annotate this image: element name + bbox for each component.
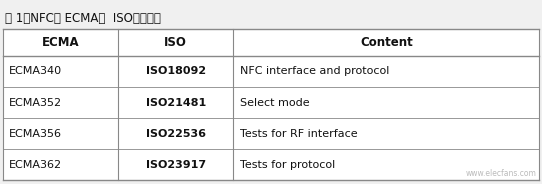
Text: ECMA: ECMA xyxy=(42,36,79,49)
Text: ECMA356: ECMA356 xyxy=(9,129,62,139)
Text: ECMA340: ECMA340 xyxy=(9,66,62,76)
Text: Select mode: Select mode xyxy=(240,98,309,107)
Bar xyxy=(3,29,539,180)
Text: NFC interface and protocol: NFC interface and protocol xyxy=(240,66,389,76)
Text: ECMA362: ECMA362 xyxy=(9,160,62,170)
Text: www.elecfans.com: www.elecfans.com xyxy=(466,169,537,178)
Text: ISO: ISO xyxy=(164,36,187,49)
Text: Content: Content xyxy=(360,36,413,49)
Text: Tests for RF interface: Tests for RF interface xyxy=(240,129,358,139)
Text: ECMA352: ECMA352 xyxy=(9,98,62,107)
Text: 表 1：NFC的 ECMA与  ISO规范说明: 表 1：NFC的 ECMA与 ISO规范说明 xyxy=(5,12,162,25)
Text: ISO22536: ISO22536 xyxy=(146,129,206,139)
Text: ISO23917: ISO23917 xyxy=(146,160,206,170)
Text: Tests for protocol: Tests for protocol xyxy=(240,160,335,170)
Text: ISO21481: ISO21481 xyxy=(146,98,206,107)
Text: ISO18092: ISO18092 xyxy=(146,66,206,76)
